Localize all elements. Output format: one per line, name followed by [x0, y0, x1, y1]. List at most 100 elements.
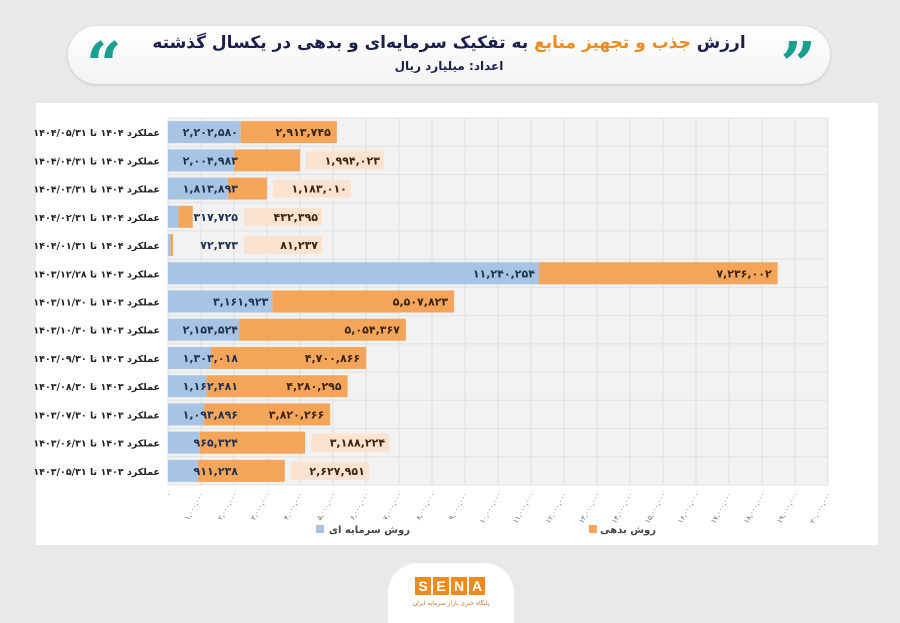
bar-debt: [199, 431, 306, 454]
data-label-debt: ۳,۸۲۰,۲۶۶: [269, 408, 324, 421]
quote-close-icon: ”: [780, 30, 816, 100]
x-tick-label: ۱۳,۰۰۰,۰۰۰: [578, 491, 602, 525]
data-label-bg: [244, 236, 322, 255]
bar-debt: [204, 403, 331, 426]
legend-label-debt: روش بدهی: [600, 525, 656, 536]
category-label: عملکرد ۱۴۰۴ تا ۱۴۰۴/۰۴/۳۱: [33, 156, 160, 167]
data-label-equity: ۱۱,۲۴۰,۲۵۴: [473, 267, 535, 280]
data-label-debt: ۳,۱۸۸,۲۲۴: [330, 437, 386, 450]
data-label-debt: ۲,۹۱۳,۷۴۵: [275, 126, 331, 139]
data-label-debt: ۵,۵۰۷,۸۲۳: [393, 296, 449, 309]
quote-open-icon: “: [86, 30, 122, 100]
x-tick-label: ۶,۰۰۰,۰۰۰: [348, 491, 370, 522]
x-tick-label: ۷,۰۰۰,۰۰۰: [381, 491, 403, 522]
x-tick-label: ۱۹,۰۰۰,۰۰۰: [776, 491, 800, 525]
x-tick-label: ۱۸,۰۰۰,۰۰۰: [743, 491, 767, 525]
logo-letter: N: [451, 577, 467, 595]
logo-letter: S: [415, 577, 431, 595]
logo-tagline: پایگاه خبری بازار سرمایه ایران: [412, 600, 490, 607]
page-title: ارزش جذب و تجهیز منابع به تفکیک سرمایه‌ا…: [138, 33, 760, 54]
subtitle: اعداد: میلیارد ریال: [394, 59, 504, 73]
bar-equity: [168, 205, 179, 228]
bar-equity: [168, 346, 211, 369]
bar-equity: [168, 290, 273, 313]
category-label: عملکرد ۱۴۰۳ تا ۱۴۰۳/۰۷/۳۰: [33, 410, 160, 421]
data-label-equity: ۲,۲۰۲,۵۸۰: [183, 126, 238, 139]
x-tick-label: ۱۵,۰۰۰,۰۰۰: [644, 491, 668, 525]
data-label-equity: ۳۱۷,۷۲۵: [194, 211, 239, 224]
bar-equity: [168, 375, 207, 398]
x-tick-label: ۱,۰۰۰,۰۰۰: [183, 491, 205, 522]
data-label-bg: [244, 207, 322, 226]
bar-equity: [168, 149, 235, 172]
logo-letter: E: [433, 577, 449, 595]
data-label-debt: ۲,۶۲۷,۹۵۱: [309, 465, 364, 478]
bar-debt: [272, 290, 455, 313]
x-tick-label: ۹,۰۰۰,۰۰۰: [447, 491, 469, 522]
category-label: عملکرد ۱۴۰۳ تا ۱۴۰۳/۱۰/۳۰: [33, 326, 160, 337]
title-banner: “ ” ارزش جذب و تجهیز منابع به تفکیک سرما…: [68, 26, 830, 100]
x-tick-label: ۰: [164, 491, 173, 498]
data-label-bg: [290, 461, 369, 480]
data-label-bg: [311, 433, 390, 452]
data-label-equity: ۳,۱۶۱,۹۲۳: [213, 296, 269, 309]
bar-debt: [239, 318, 406, 341]
x-tick-label: ۳,۰۰۰,۰۰۰: [249, 491, 271, 522]
category-label: عملکرد ۱۴۰۴ تا ۱۴۰۴/۰۲/۳۱: [33, 213, 160, 224]
x-tick-label: ۱۰,۰۰۰,۰۰۰: [479, 491, 503, 525]
bar-debt: [178, 205, 193, 228]
title-pre: ارزش: [696, 33, 746, 53]
data-label-equity: ۱,۳۰۳,۰۱۸: [183, 352, 239, 365]
title-post: به تفکیک سرمایه‌ای و بدهی در یکسال گذشته: [152, 33, 529, 53]
legend-swatch-equity: [316, 525, 324, 533]
category-label: عملکرد ۱۴۰۳ تا ۱۴۰۳/۰۵/۳۱: [33, 467, 160, 478]
data-label-equity: ۹۱۱,۲۳۸: [194, 465, 239, 478]
legend-swatch-debt: [589, 525, 597, 533]
x-tick-label: ۱۱,۰۰۰,۰۰۰: [512, 491, 536, 525]
bar-debt: [538, 262, 778, 285]
category-label: عملکرد ۱۴۰۳ تا ۱۴۰۳/۰۹/۳۰: [33, 354, 160, 365]
bar-debt: [170, 234, 174, 257]
x-tick-label: ۱۲,۰۰۰,۰۰۰: [545, 491, 569, 525]
category-label: عملکرد ۱۴۰۳ تا ۱۴۰۳/۱۱/۳۰: [33, 298, 160, 309]
bar-equity: [168, 403, 205, 426]
logo-letter: A: [469, 577, 485, 595]
bar-debt: [227, 177, 267, 200]
x-tick-label: ۱۴,۰۰۰,۰۰۰: [611, 491, 635, 525]
x-tick-label: ۱۷,۰۰۰,۰۰۰: [710, 491, 734, 525]
data-label-bg: [272, 179, 351, 198]
bar-equity: [168, 121, 241, 144]
data-label-equity: ۱,۱۶۲,۴۸۱: [183, 380, 238, 393]
category-label: عملکرد ۱۴۰۴ تا ۱۴۰۴/۰۵/۳۱: [33, 128, 160, 139]
data-label-equity: ۲,۱۵۴,۵۲۴: [183, 324, 239, 337]
category-label: عملکرد ۱۴۰۴ تا ۱۴۰۴/۰۳/۳۱: [33, 185, 160, 196]
data-label-debt: ۷,۲۳۶,۰۰۲: [716, 267, 772, 280]
bar-equity: [168, 177, 228, 200]
x-tick-label: ۸,۰۰۰,۰۰۰: [414, 491, 436, 522]
data-label-debt: ۱,۹۹۴,۰۲۳: [325, 154, 381, 167]
x-tick-label: ۴,۰۰۰,۰۰۰: [282, 491, 304, 522]
data-label-equity: ۲,۰۰۴,۹۸۳: [183, 154, 239, 167]
x-tick-label: ۱۶,۰۰۰,۰۰۰: [677, 491, 701, 525]
data-label-equity: ۱,۰۹۳,۸۹۶: [183, 408, 238, 421]
bar-equity: [168, 262, 539, 285]
data-label-equity: ۷۲,۳۷۳: [200, 239, 238, 252]
bar-equity: [168, 431, 200, 454]
data-label-debt: ۱,۱۸۳,۰۱۰: [292, 183, 347, 196]
data-label-equity: ۹۶۵,۳۲۴: [194, 437, 239, 450]
category-label: عملکرد ۱۴۰۳ تا ۱۴۰۳/۰۶/۳۱: [33, 439, 160, 450]
data-label-equity: ۱,۸۱۳,۸۹۳: [183, 183, 239, 196]
bar-debt: [198, 459, 285, 482]
bar-debt: [206, 375, 348, 398]
category-label: عملکرد ۱۴۰۴ تا ۱۴۰۴/۰۱/۳۱: [33, 241, 160, 252]
title-highlight: جذب و تجهیز منابع: [534, 33, 691, 53]
data-label-debt: ۴,۷۰۰,۸۶۶: [305, 352, 360, 365]
bar-debt: [240, 121, 337, 144]
category-label: عملکرد ۱۴۰۳ تا ۱۴۰۳/۰۸/۳۰: [33, 382, 160, 393]
x-tick-label: ۲۰,۰۰۰,۰۰۰: [809, 491, 833, 525]
data-label-debt: ۵,۰۵۴,۳۶۷: [345, 324, 401, 337]
x-tick-label: ۵,۰۰۰,۰۰۰: [315, 491, 337, 522]
data-label-debt: ۸۱,۲۳۷: [280, 239, 318, 252]
